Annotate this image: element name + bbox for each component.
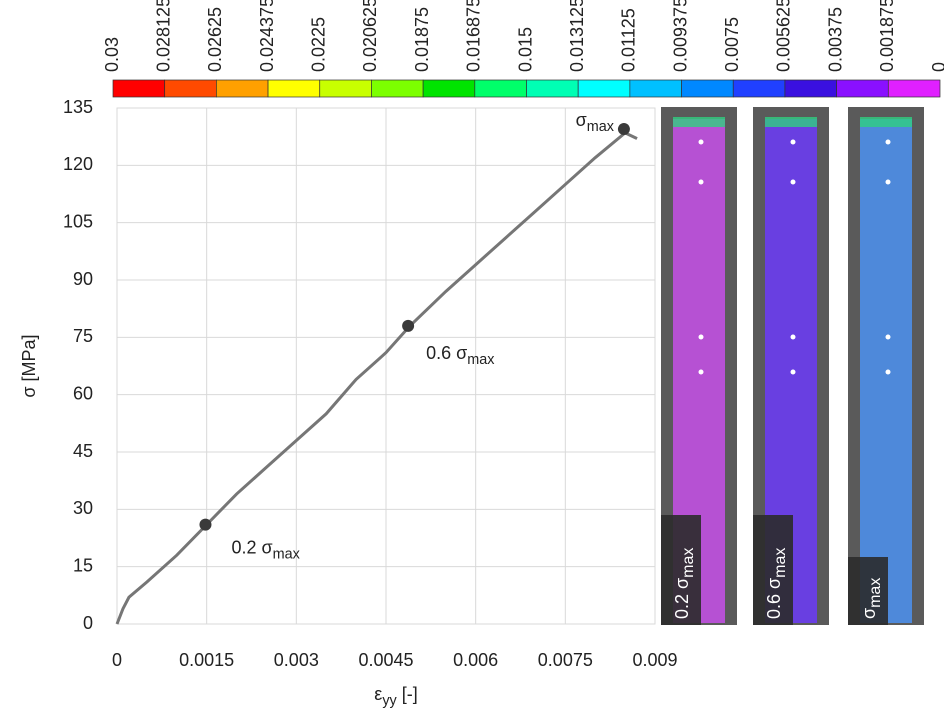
x-axis-label-suffix: [-]	[397, 684, 418, 704]
colorbar-tick-label: 0.013125	[567, 0, 587, 72]
colorbar-segment	[887, 79, 941, 98]
marker-dot	[885, 334, 891, 340]
point-marker	[402, 319, 415, 332]
x-axis-label: εyy [-]	[374, 684, 417, 709]
label-box	[848, 557, 888, 625]
colorbar-segment	[577, 79, 631, 98]
specimen-top-band	[765, 117, 817, 127]
y-tick-label: 0	[83, 613, 93, 633]
colorbar-segment	[526, 79, 579, 98]
point-marker	[617, 123, 630, 136]
marker-dot	[790, 139, 796, 145]
colorbar-tick-label: 0.001875	[877, 0, 897, 72]
marker-dot	[885, 179, 891, 185]
x-tick-label: 0.006	[453, 650, 498, 670]
colorbar-segment	[216, 79, 269, 98]
panel-label-sub: max	[867, 578, 884, 608]
colorbar-tick-label: 0.020625	[360, 0, 380, 72]
y-axis-label: σ [MPa]	[19, 334, 39, 397]
x-tick-label: 0.003	[274, 650, 319, 670]
marker-dot	[698, 334, 704, 340]
colorbar-tick-label: 0	[929, 62, 944, 72]
x-axis-label-main: ε	[374, 684, 382, 704]
colorbar-segment	[784, 79, 837, 98]
colorbar-segment	[681, 79, 734, 98]
point-label-main: 0.2 σ	[231, 537, 272, 557]
colorbar-segment	[629, 79, 682, 98]
y-tick-label: 45	[73, 441, 93, 461]
point-label: 0.2 σmax	[231, 537, 300, 562]
colorbar-tick-label: 0.009375	[670, 0, 690, 72]
colorbar-tick-label: 0.024375	[257, 0, 277, 72]
y-tick-label: 90	[73, 269, 93, 289]
colorbar-segment	[319, 79, 372, 98]
point-label: σmax	[576, 110, 615, 135]
colorbar-tick-label: 0.01125	[619, 8, 639, 72]
marker-dot	[790, 334, 796, 340]
y-tick-label: 30	[73, 498, 93, 518]
panel-label: 0.2 σmax	[672, 548, 697, 619]
colorbar-tick-label: 0.0075	[722, 17, 742, 72]
point-marker	[199, 518, 212, 531]
colorbar-tick-label: 0.028125	[153, 0, 173, 72]
marker-dot	[885, 139, 891, 145]
point-label-main: σ	[576, 110, 587, 130]
colorbar-segment	[422, 79, 476, 98]
panel-label-sub: max	[772, 548, 789, 578]
point-label-main: 0.6 σ	[426, 343, 467, 363]
colorbar-segment	[474, 79, 527, 98]
colorbar-segment	[112, 79, 166, 98]
panel-label: σmax	[859, 578, 884, 619]
point-label-sub: max	[467, 352, 495, 368]
colorbar-tick-label: 0.01875	[412, 7, 432, 72]
x-tick-label: 0.0075	[538, 650, 593, 670]
y-tick-label: 60	[73, 383, 93, 403]
panel-label-main: 0.2 σ	[672, 578, 692, 619]
marker-dot	[885, 369, 891, 375]
colorbar-segment	[732, 79, 786, 98]
y-tick-label: 135	[63, 97, 93, 117]
specimen-top-band	[673, 117, 725, 127]
panel-label-main: 0.6 σ	[764, 578, 784, 619]
colorbar-tick-label: 0.015	[515, 27, 535, 72]
label-box	[661, 515, 701, 625]
colorbar-tick-label: 0.00375	[825, 7, 845, 72]
panel-label-main: σ	[859, 608, 879, 619]
x-tick-label: 0	[112, 650, 122, 670]
colorbar-tick-label: 0.0225	[309, 17, 329, 72]
panel-label-sub: max	[680, 548, 697, 578]
data-line	[115, 131, 638, 625]
marker-dot	[698, 179, 704, 185]
colorbar-tick-label: 0.02625	[205, 7, 225, 72]
label-box	[753, 515, 793, 625]
marker-dot	[698, 369, 704, 375]
marker-dot	[698, 139, 704, 145]
x-tick-label: 0.0015	[179, 650, 234, 670]
colorbar-segment	[164, 79, 217, 98]
colorbar-segment	[267, 79, 321, 98]
marker-dot	[790, 369, 796, 375]
colorbar-tick-label: 0.016875	[464, 0, 484, 72]
marker-dot	[790, 179, 796, 185]
y-tick-label: 105	[63, 211, 93, 231]
specimen-top-band	[860, 117, 912, 127]
point-label-sub: max	[587, 119, 615, 135]
point-label-sub: max	[273, 546, 301, 562]
point-label: 0.6 σmax	[426, 343, 495, 368]
colorbar-tick-label: 0.005625	[774, 0, 794, 72]
colorbar-segment	[836, 79, 889, 98]
x-tick-label: 0.009	[632, 650, 677, 670]
y-tick-label: 75	[73, 326, 93, 346]
panel-label: 0.6 σmax	[764, 548, 789, 619]
y-tick-label: 15	[73, 555, 93, 575]
x-axis-label-sub: yy	[382, 693, 397, 709]
y-tick-label: 120	[63, 154, 93, 174]
plot-frame	[116, 107, 656, 625]
colorbar-tick-label: 0.03	[102, 37, 122, 72]
x-tick-label: 0.0045	[358, 650, 413, 670]
colorbar-segment	[371, 79, 424, 98]
